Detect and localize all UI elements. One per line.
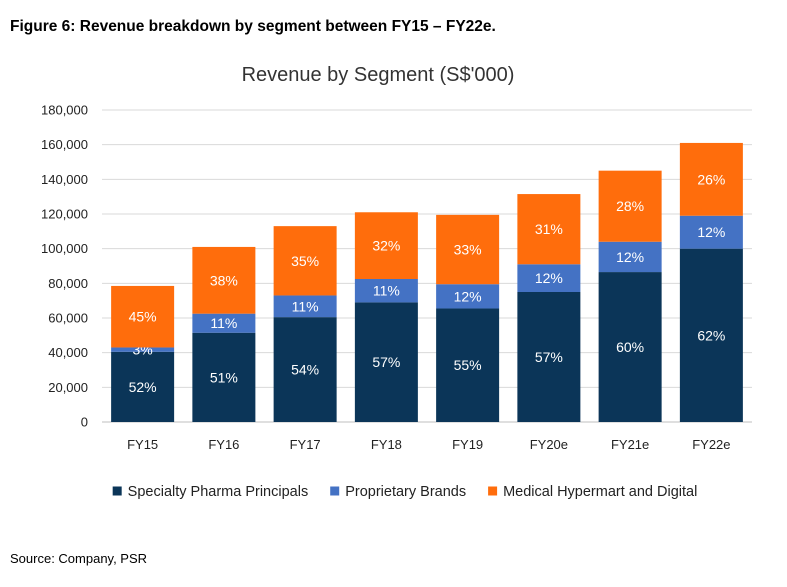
bar-segment (598, 272, 662, 422)
bar-segment (192, 313, 256, 333)
bar-stack-fy20e: 57% 12% 31% (517, 194, 581, 422)
y-tick-label: 180,000 (41, 103, 88, 118)
data-label: 38% (210, 272, 238, 288)
bar-segment (192, 332, 256, 422)
bar-segment (111, 285, 175, 348)
data-label: 12% (454, 288, 482, 304)
bar-segment (273, 295, 337, 318)
legend-item: Medical Hypermart and Digital (488, 484, 697, 500)
bar-segment (598, 170, 662, 242)
legend: Specialty Pharma Principals Proprietary B… (112, 484, 697, 500)
bar-segment (111, 347, 175, 352)
bar-segment (517, 194, 581, 265)
y-tick-label: 0 (81, 415, 88, 430)
source-note: Source: Company, PSR (10, 551, 148, 566)
x-tick-label: FY20e (530, 437, 568, 452)
bar-segment (273, 226, 337, 296)
y-tick-label: 20,000 (48, 380, 88, 395)
y-axis-tick-labels: 0 20,000 40,000 60,000 80,000 100,000 120,000 1… (41, 103, 88, 430)
data-label: 11% (210, 315, 237, 331)
bar-segment (354, 302, 418, 422)
bar-stack-fy21e: 60% 12% 28% (598, 170, 662, 422)
bar-segment (436, 308, 500, 422)
y-tick-label: 140,000 (41, 172, 88, 187)
legend-swatch (488, 486, 498, 496)
data-label: 60% (616, 339, 644, 355)
bar-segment (679, 215, 743, 249)
data-label: 12% (535, 270, 563, 286)
x-tick-label: FY15 (127, 437, 158, 452)
x-axis-tick-labels: FY15 FY16 FY17 FY18 FY19 FY20e FY21e FY22e (127, 437, 730, 452)
x-tick-label: FY22e (692, 437, 730, 452)
legend-item: Specialty Pharma Principals (112, 484, 309, 500)
bar-segment (679, 248, 743, 422)
bar-stack-fy19: 55% 12% 33% (436, 214, 500, 422)
legend-label: Proprietary Brands (345, 484, 466, 500)
bar-segment (354, 212, 418, 279)
legend-item: Proprietary Brands (330, 484, 466, 500)
x-tick-label: FY18 (371, 437, 402, 452)
data-label: 11% (292, 298, 319, 314)
figure-caption: Figure 6: Revenue breakdown by segment b… (10, 18, 496, 35)
data-label: 51% (210, 369, 238, 385)
bar-segment (436, 214, 500, 285)
data-label: 31% (535, 221, 563, 237)
data-label: 33% (454, 242, 482, 258)
bar-segment (354, 279, 418, 303)
x-tick-label: FY19 (452, 437, 483, 452)
bar-stack-fy16: 51% 11% 38% (192, 246, 256, 422)
bar-segment (273, 317, 337, 422)
data-label: 55% (454, 357, 482, 373)
chart-title: Revenue by Segment (S$'000) (242, 64, 515, 86)
data-label: 52% (129, 379, 157, 395)
data-label: 26% (697, 171, 725, 187)
data-label: 35% (291, 253, 319, 269)
bar-segment (679, 142, 743, 216)
bar-stack-fy15: 52%3%45% (111, 285, 175, 422)
bar-stack-fy17: 54% 11% 35% (273, 226, 337, 422)
data-label: 32% (372, 238, 400, 254)
data-label: 12% (616, 249, 644, 265)
x-tick-label: FY21e (611, 437, 649, 452)
y-tick-label: 40,000 (48, 345, 88, 360)
bar-segment (192, 246, 256, 314)
data-label: 45% (129, 309, 157, 325)
bar-stack-fy22e: 62% 12% 26% (679, 142, 743, 422)
data-label: 12% (697, 224, 725, 240)
y-tick-label: 160,000 (41, 137, 88, 152)
data-label: 28% (616, 198, 644, 214)
legend-label: Specialty Pharma Principals (128, 484, 309, 500)
y-tick-label: 100,000 (41, 241, 88, 256)
legend-swatch (112, 486, 122, 496)
x-tick-label: FY16 (208, 437, 239, 452)
bar-segment (436, 284, 500, 309)
data-label: 11% (373, 283, 400, 299)
data-label: 54% (291, 362, 319, 378)
data-label: 62% (697, 327, 725, 343)
bar-segment (598, 241, 662, 273)
bar-stack-fy18: 57% 11% 32% (354, 212, 418, 422)
bar-segment (111, 351, 175, 422)
bar-segment (517, 264, 581, 292)
legend-swatch (330, 486, 340, 496)
y-tick-label: 60,000 (48, 311, 88, 326)
x-tick-label: FY17 (290, 437, 321, 452)
y-tick-label: 80,000 (48, 276, 88, 291)
data-label: 57% (372, 354, 400, 370)
bar-segment (517, 292, 581, 422)
data-label: 57% (535, 349, 563, 365)
y-tick-label: 120,000 (41, 207, 88, 222)
stacked-bars: 52%3%45% 51% 11% 38% 54% 11% 35% 57% 11% 32% 55% 12… (111, 142, 743, 422)
legend-label: Medical Hypermart and Digital (503, 484, 697, 500)
